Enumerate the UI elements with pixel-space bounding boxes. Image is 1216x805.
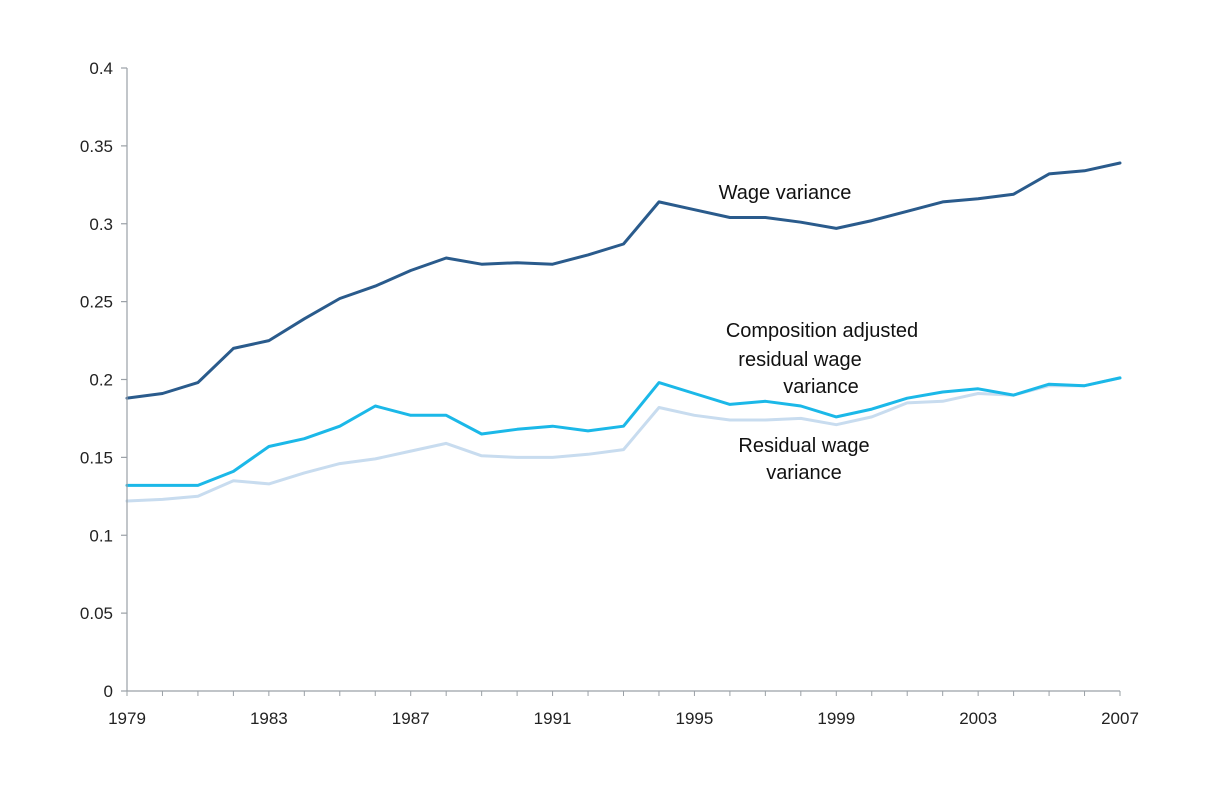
annotation-wage-variance: Wage variance xyxy=(719,182,852,204)
x-tick-label: 1999 xyxy=(817,709,855,728)
annotation-residual-line-1: Residual wage xyxy=(738,435,869,457)
ticks-layer: 0 0.05 0.1 0.15 0.2 0.25 0.3 0.35 0.4 1979 1983 198… xyxy=(80,59,1139,728)
x-tick-label: 1995 xyxy=(676,709,714,728)
x-tick-label: 1983 xyxy=(250,709,288,728)
x-tick-label: 1987 xyxy=(392,709,430,728)
y-tick-label: 0.05 xyxy=(80,604,113,623)
annotation-residual-line-2: variance xyxy=(766,462,842,484)
y-tick-label: 0.15 xyxy=(80,448,113,467)
axes-layer xyxy=(126,68,1120,692)
series-layer xyxy=(125,161,1122,503)
series-line-residual-wage-variance xyxy=(125,376,1122,503)
annotation-composition-adjusted-line-3: variance xyxy=(783,376,859,398)
y-tick-label: 0 xyxy=(104,682,113,701)
y-tick-label: 0.4 xyxy=(89,59,113,78)
x-tick-label: 1979 xyxy=(108,709,146,728)
annotation-layer: Wage variance Composition adjusted resid… xyxy=(719,182,919,484)
annotation-composition-adjusted-line-1: Composition adjusted xyxy=(726,320,918,342)
y-tick-label: 0.3 xyxy=(89,215,113,234)
annotation-composition-adjusted-line-2: residual wage xyxy=(738,349,861,371)
y-tick-label: 0.2 xyxy=(89,371,113,390)
y-tick-label: 0.35 xyxy=(80,137,113,156)
x-tick-label: 2007 xyxy=(1101,709,1139,728)
x-tick-label: 2003 xyxy=(959,709,997,728)
x-tick-label: 1991 xyxy=(534,709,572,728)
y-tick-label: 0.1 xyxy=(89,526,113,545)
series-line-wage-variance xyxy=(125,161,1122,400)
y-tick-label: 0.25 xyxy=(80,293,113,312)
